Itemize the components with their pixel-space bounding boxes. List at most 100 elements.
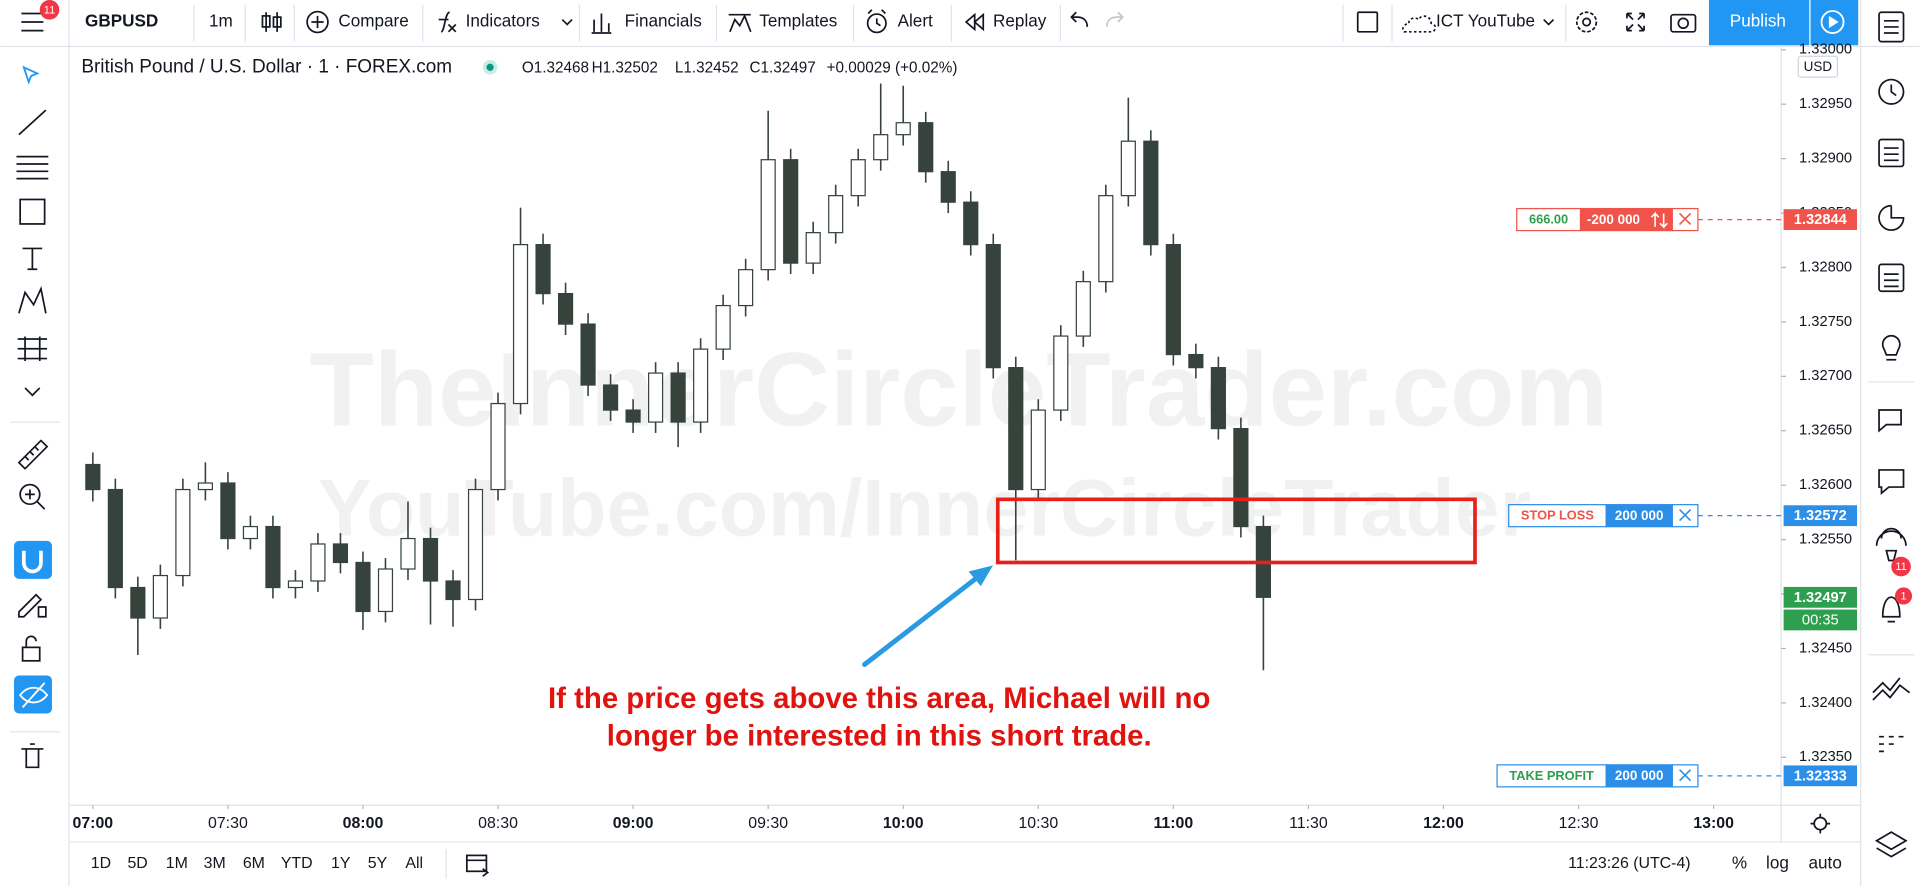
alert-badge-text: 1 (1900, 590, 1906, 602)
dom-button[interactable] (1879, 735, 1904, 753)
pattern-tool[interactable] (18, 286, 47, 314)
order-reverse[interactable] (1645, 207, 1673, 232)
settings-button-part[interactable] (1582, 17, 1592, 27)
candle-body (895, 122, 911, 136)
publish-button[interactable] (1708, 0, 1810, 46)
layers-button[interactable] (1874, 831, 1908, 858)
layout-button[interactable] (1356, 11, 1379, 33)
hotlist-button[interactable] (1878, 204, 1905, 231)
calendar-button[interactable] (1878, 263, 1905, 293)
layout-name[interactable]: ICT YouTube (1436, 11, 1535, 31)
chart-type-button-part[interactable] (272, 16, 282, 28)
order-reverse-icon[interactable] (1650, 211, 1668, 229)
lock-tool-part[interactable] (25, 635, 37, 648)
snapshot-button-part[interactable] (1670, 13, 1697, 33)
candle-body (557, 292, 574, 325)
chart-type-button-part[interactable] (261, 15, 271, 28)
alert-button[interactable]: Alert (898, 11, 933, 31)
candle-body (310, 543, 326, 582)
y-tick-label: 1.32550 (1799, 531, 1852, 547)
zoom-tool-part[interactable] (19, 483, 41, 506)
shape-tool[interactable] (19, 198, 46, 225)
lock-tool-part[interactable] (21, 646, 41, 662)
chart-type-button[interactable] (261, 12, 282, 32)
last-price-tag (1783, 586, 1858, 608)
menu-button[interactable] (21, 12, 44, 32)
menu-button-part[interactable] (21, 12, 44, 32)
trash-tool[interactable] (21, 743, 44, 769)
settings-button[interactable] (1575, 11, 1598, 33)
ideas-button[interactable] (1881, 335, 1901, 361)
range-button[interactable]: All (405, 855, 423, 872)
range-button[interactable]: YTD (281, 855, 313, 872)
axis-price-label: 1.32572 (1794, 508, 1847, 524)
ruler-tool[interactable] (17, 439, 49, 470)
trendline-tool[interactable] (18, 109, 47, 136)
streams-button[interactable] (1878, 469, 1905, 496)
range-button[interactable]: 1M (166, 855, 188, 872)
templates-button[interactable]: Templates (759, 11, 837, 31)
candle-body (738, 269, 754, 307)
candle-body (873, 134, 889, 161)
range-button[interactable]: 5Y (368, 855, 388, 872)
interval-button[interactable]: 1m (209, 11, 233, 31)
trading-panel-button[interactable] (1872, 677, 1911, 701)
symbol-button[interactable]: GBPUSD (85, 11, 158, 31)
alerts-button[interactable] (1878, 78, 1905, 105)
fullscreen-button[interactable] (1626, 12, 1645, 32)
financials-icon (591, 13, 612, 34)
more-tools[interactable] (24, 387, 41, 397)
zoom-tool-part[interactable] (25, 489, 46, 510)
x-tick-label: 11:00 (1153, 815, 1193, 832)
magnet-tool[interactable] (14, 540, 52, 579)
text-tool[interactable] (22, 247, 43, 271)
order-cancel-icon[interactable] (1679, 212, 1692, 226)
candle-body (1053, 335, 1069, 411)
x-tick-label: 11:30 (1289, 815, 1328, 832)
goto-date-button-part[interactable] (465, 854, 488, 873)
candle-body (377, 568, 394, 613)
financials-button[interactable]: Financials (625, 11, 702, 31)
range-button[interactable]: 6M (243, 855, 265, 872)
range-button[interactable]: 1D (91, 855, 111, 872)
y-tick-label: 1.32350 (1799, 749, 1852, 765)
goto-date-button[interactable] (465, 854, 490, 877)
notifications-button[interactable] (1881, 596, 1901, 623)
lock-tool[interactable] (21, 635, 41, 662)
draw-mode-tool[interactable] (18, 593, 47, 618)
range-button[interactable]: 3M (204, 855, 226, 872)
auto-button[interactable]: auto (1809, 853, 1842, 873)
undo-button[interactable] (1070, 11, 1089, 27)
redo-button (1105, 11, 1124, 27)
snapshot-button[interactable] (1670, 13, 1697, 33)
range-button[interactable]: 1Y (331, 855, 351, 872)
indicators-button[interactable]: Indicators (466, 11, 540, 31)
right-sidebar: 11 1 (1860, 0, 1915, 886)
prediction-tool[interactable] (17, 336, 48, 362)
percent-button[interactable]: % (1732, 853, 1747, 873)
cursor-tool[interactable] (22, 65, 40, 85)
candle-body (1143, 140, 1159, 246)
range-button[interactable]: 5D (127, 855, 147, 872)
log-button[interactable]: log (1766, 853, 1789, 873)
fib-tool[interactable] (16, 155, 49, 180)
axis-price-label: 1.32844 (1794, 212, 1848, 228)
settings-button-part[interactable] (1575, 11, 1598, 33)
axis-settings-button[interactable] (1810, 813, 1831, 834)
candle-body (670, 372, 686, 423)
order-text: TAKE PROFIT (1509, 768, 1594, 783)
replay-icon-part (964, 12, 985, 32)
snapshot-button-part[interactable] (1677, 17, 1689, 30)
publish-label[interactable]: Publish (1730, 11, 1786, 31)
compare-button[interactable]: Compare (338, 11, 408, 31)
order-cancel-icon[interactable] (1679, 769, 1692, 782)
chats-button[interactable] (1878, 409, 1902, 433)
data-window-button[interactable] (1878, 138, 1905, 168)
zoom-tool[interactable] (19, 483, 46, 510)
watchlist-button[interactable] (1878, 11, 1905, 43)
order-cancel-icon[interactable] (1679, 508, 1692, 522)
replay-button[interactable]: Replay (993, 11, 1047, 31)
axis-settings-button-part[interactable] (1810, 813, 1831, 834)
goto-date-button-part[interactable] (466, 859, 490, 877)
